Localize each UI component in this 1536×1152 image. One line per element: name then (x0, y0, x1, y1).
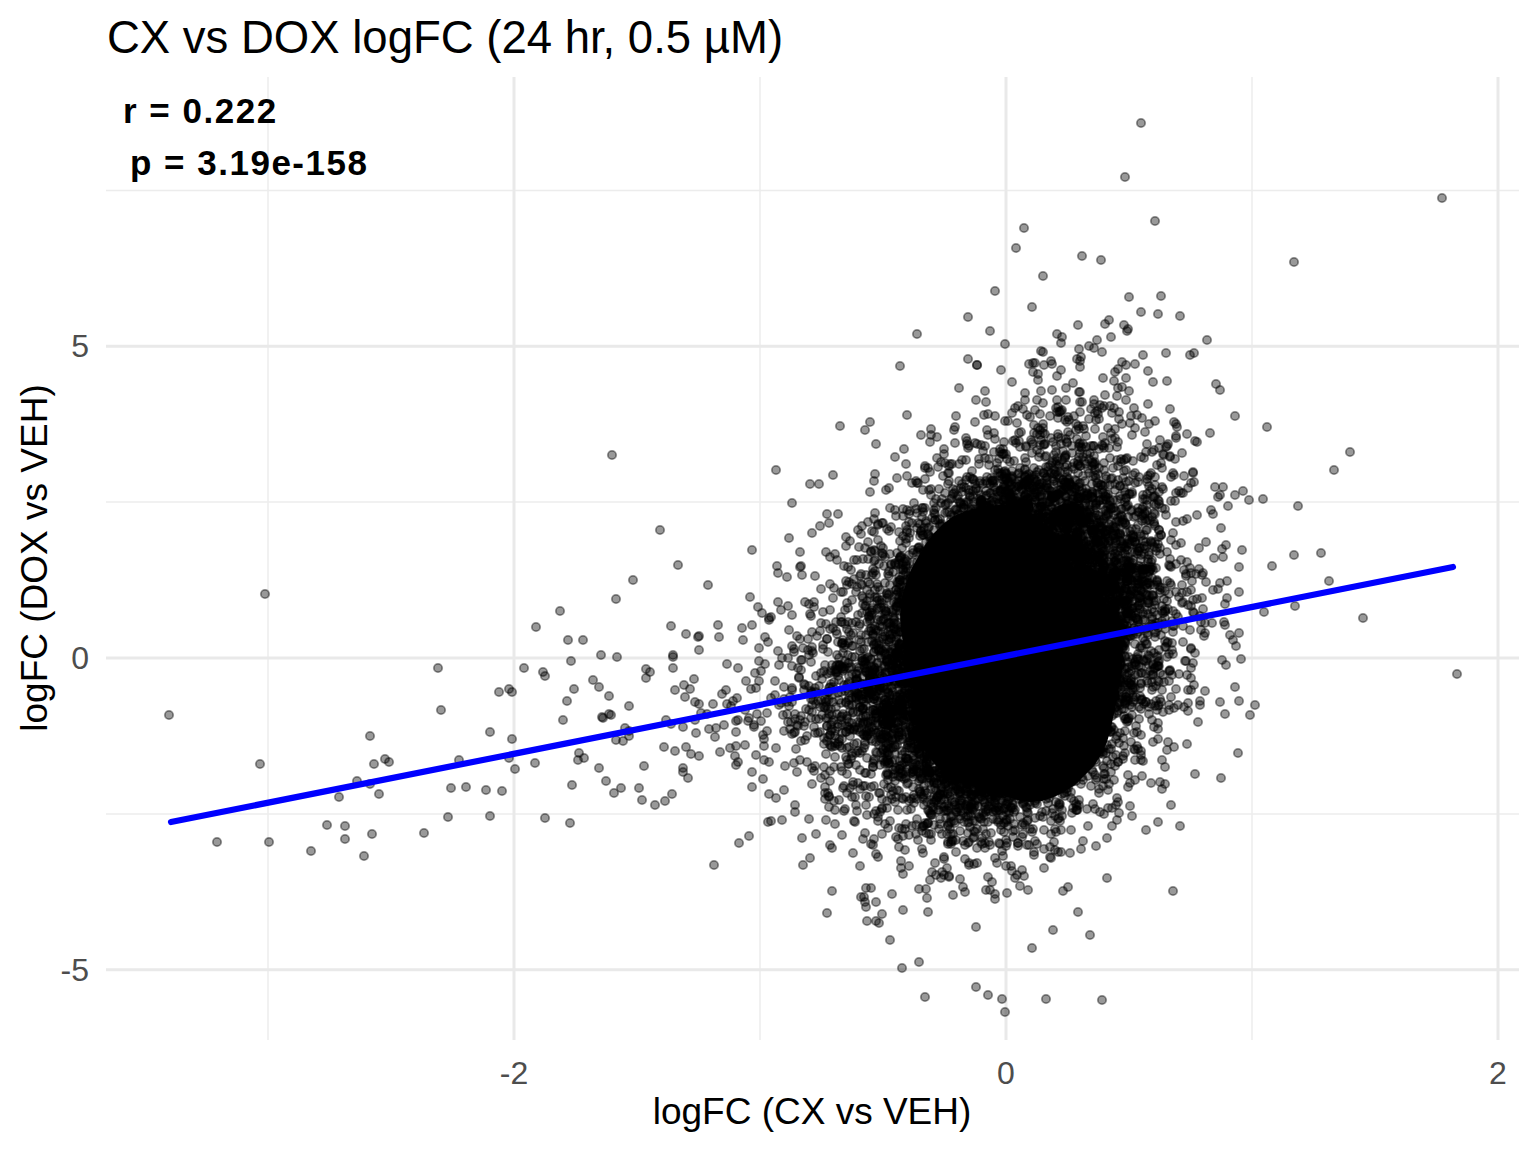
svg-text:0: 0 (71, 640, 89, 676)
svg-text:0: 0 (997, 1055, 1015, 1091)
svg-text:5: 5 (71, 328, 89, 364)
svg-text:logFC (DOX vs VEH): logFC (DOX vs VEH) (14, 384, 55, 731)
svg-text:2: 2 (1489, 1055, 1507, 1091)
svg-text:logFC (CX vs VEH): logFC (CX vs VEH) (653, 1091, 972, 1132)
svg-text:-5: -5 (61, 952, 89, 988)
svg-text:-2: -2 (500, 1055, 528, 1091)
svg-text:p = 3.19e-158: p = 3.19e-158 (130, 143, 368, 182)
svg-text:CX vs DOX logFC (24 hr, 0.5 µM: CX vs DOX logFC (24 hr, 0.5 µM) (107, 12, 783, 63)
svg-text:r = 0.222: r = 0.222 (123, 91, 278, 130)
